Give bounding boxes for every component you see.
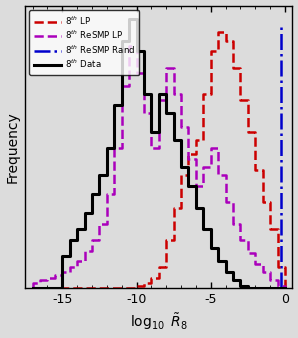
Legend: 8$^{th}$ LP, 8$^{th}$ ReSMP LP, 8$^{th}$ ReSMP Rand, 8$^{th}$ Data: 8$^{th}$ LP, 8$^{th}$ ReSMP LP, 8$^{th}$… bbox=[30, 10, 139, 75]
X-axis label: $\log_{10}\ \tilde{R}_8$: $\log_{10}\ \tilde{R}_8$ bbox=[130, 312, 188, 333]
Y-axis label: Frequency: Frequency bbox=[6, 111, 20, 183]
